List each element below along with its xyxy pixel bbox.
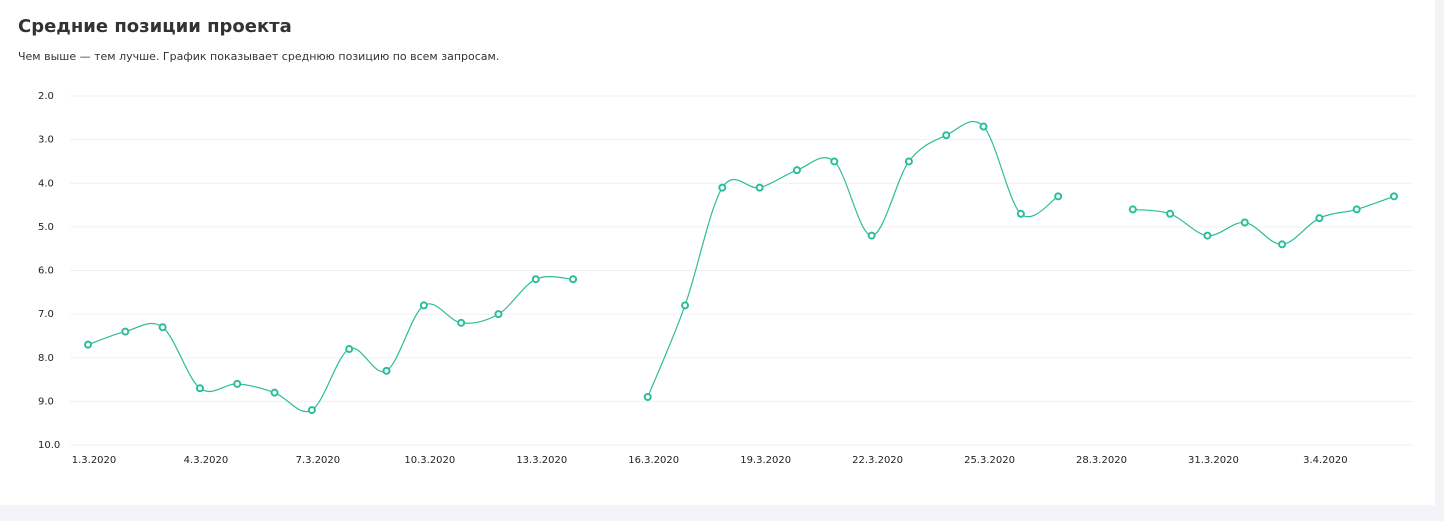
line [87, 276, 574, 413]
point [867, 231, 876, 240]
point [755, 183, 764, 192]
chart-subtitle: Чем выше — тем лучше. График показывает … [18, 50, 500, 63]
chart-title: Средние позиции проекта [18, 16, 292, 37]
point [158, 323, 167, 332]
y-tick-label: 6.0 [38, 266, 54, 277]
point [419, 301, 428, 310]
point [494, 310, 503, 319]
point [569, 275, 578, 284]
point [382, 366, 391, 375]
chart: 2.0 3.0 4.0 5.0 6.0 7.0 8.0 9.0 10.0 1.3.2020 4.3.… [38, 91, 1413, 466]
point [830, 157, 839, 166]
y-tick-label: 8.0 [38, 353, 54, 364]
point [1352, 205, 1361, 214]
y-tick-label: 7.0 [38, 309, 54, 320]
point [1128, 205, 1137, 214]
point [270, 388, 279, 397]
point [904, 157, 913, 166]
point [1016, 209, 1025, 218]
point [792, 166, 801, 175]
x-tick-label: 3.4.2020 [1303, 455, 1348, 466]
point [1240, 218, 1249, 227]
point [1166, 209, 1175, 218]
x-tick-label: 25.3.2020 [964, 455, 1015, 466]
line [647, 120, 1059, 398]
y-tick-label: 2.0 [38, 91, 54, 102]
point [307, 406, 316, 415]
point [457, 318, 466, 327]
point [1203, 231, 1212, 240]
x-tick-label: 22.3.2020 [852, 455, 903, 466]
y-tick-label: 10.0 [38, 440, 60, 451]
point [942, 131, 951, 140]
card: Средние позиции проекта Чем выше — тем л… [0, 0, 1435, 505]
point [1054, 192, 1063, 201]
x-tick-label: 10.3.2020 [404, 455, 455, 466]
point [979, 122, 988, 131]
y-tick-label: 4.0 [38, 178, 54, 189]
point [345, 345, 354, 354]
point [195, 384, 204, 393]
point [643, 393, 652, 402]
point [681, 301, 690, 310]
y-tick-label: 3.0 [38, 135, 54, 146]
x-tick-label: 1.3.2020 [72, 455, 117, 466]
x-tick-label: 16.3.2020 [628, 455, 679, 466]
x-tick-label: 19.3.2020 [740, 455, 791, 466]
line [1132, 195, 1395, 245]
point [84, 340, 92, 349]
y-tick-label: 5.0 [38, 222, 54, 233]
point [233, 379, 242, 388]
point [531, 275, 540, 284]
point [1390, 192, 1398, 201]
y-tick-label: 9.0 [38, 396, 54, 407]
x-tick-label: 13.3.2020 [516, 455, 567, 466]
x-tick-label: 28.3.2020 [1076, 455, 1127, 466]
point [1315, 214, 1324, 223]
x-tick-label: 4.3.2020 [184, 455, 229, 466]
point [1278, 240, 1287, 249]
x-tick-label: 7.3.2020 [296, 455, 341, 466]
x-tick-label: 31.3.2020 [1188, 455, 1239, 466]
point [121, 327, 130, 336]
point [718, 183, 727, 192]
